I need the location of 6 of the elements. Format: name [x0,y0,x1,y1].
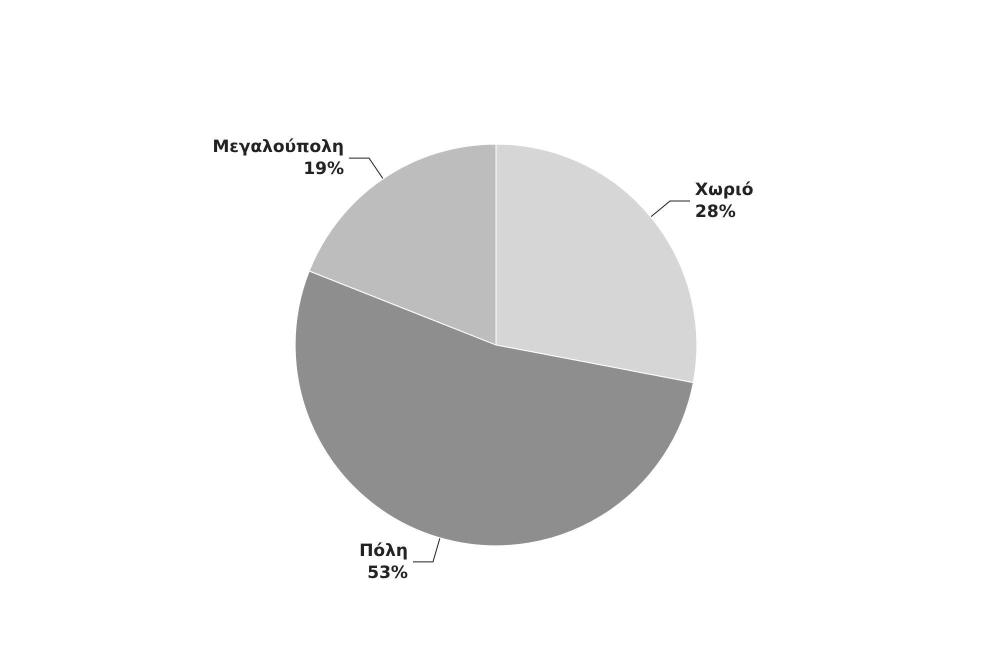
slice-label: Μεγαλούπολη [212,137,344,158]
slice-label: Πόλη [359,540,408,561]
data-label: 53% [367,562,408,583]
data-label: 19% [303,159,344,180]
data-label: 28% [695,202,736,222]
slice-label: Χωριό [695,180,754,200]
